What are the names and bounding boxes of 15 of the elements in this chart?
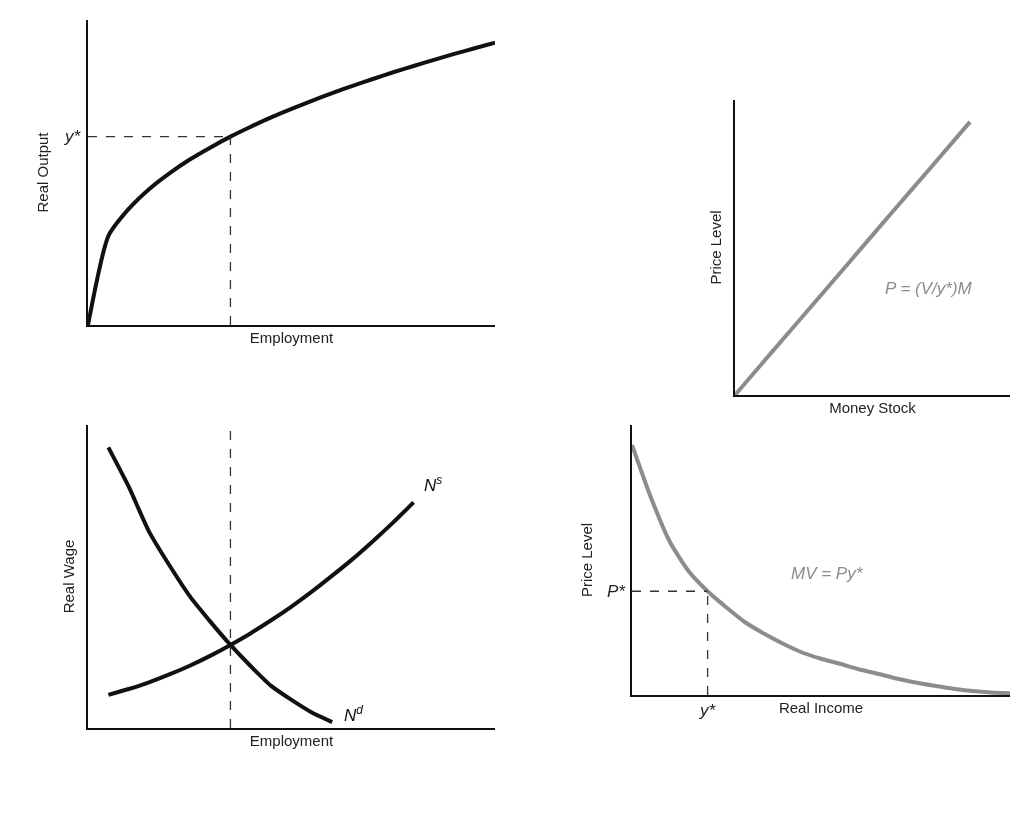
x-axis-title: Real Income bbox=[778, 698, 864, 716]
y-axis-title: Real Output bbox=[33, 131, 51, 213]
text: y* bbox=[700, 701, 716, 720]
text: MV = Py* bbox=[791, 564, 864, 583]
ref-line-label: P* bbox=[607, 582, 627, 601]
ref-line-label: y* bbox=[64, 127, 82, 146]
y-axis-title: Real Wage bbox=[59, 539, 77, 614]
y-axis-title: Price Level bbox=[706, 210, 724, 285]
x-axis-title: Money Stock bbox=[829, 398, 917, 416]
series-label: N$^{d}$ bbox=[344, 703, 364, 726]
y-axis-title: Price Level bbox=[577, 522, 595, 598]
x-axis-title: Employment bbox=[249, 328, 335, 346]
series-label: N$^{s}$ bbox=[424, 473, 443, 496]
text: P = (V/y*)M bbox=[885, 279, 973, 298]
x-axis-title: Employment bbox=[249, 731, 335, 749]
